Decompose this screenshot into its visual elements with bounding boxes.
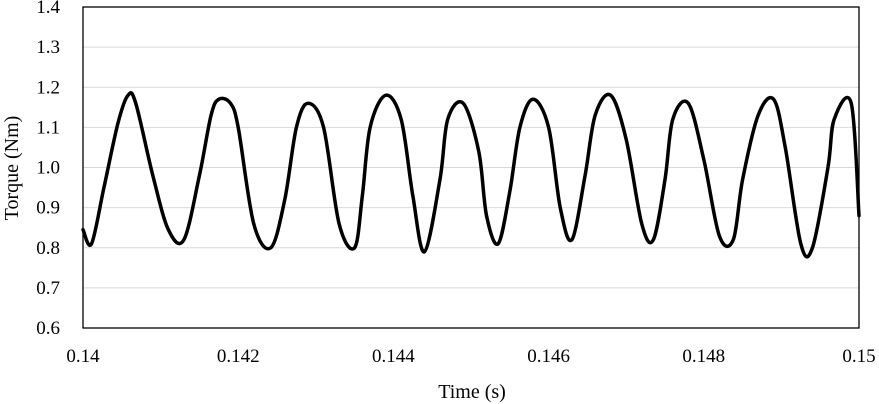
y-tick-label: 1.3 [36,37,60,58]
y-tick-label: 0.9 [36,198,60,219]
y-tick-label: 0.7 [36,278,60,299]
y-axis-title: Torque (Nm) [1,116,23,221]
x-tick-label: 0.144 [372,346,415,367]
torque-series-line [81,91,861,259]
x-axis-tick-labels: 0.14 0.142 0.144 0.146 0.148 0.15 [66,346,875,367]
series-layer [81,91,861,259]
y-tick-label: 0.8 [36,238,60,259]
x-tick-label: 0.146 [527,346,570,367]
y-tick-label: 1.1 [36,117,60,138]
y-tick-label: 1.4 [36,0,60,18]
x-tick-label: 0.142 [217,346,260,367]
x-axis-title: Time (s) [438,381,506,403]
y-tick-label: 1.0 [36,158,60,179]
x-tick-label: 0.14 [66,346,100,367]
x-tick-label: 0.148 [682,346,725,367]
plot-area-frame [82,6,860,329]
y-tick-label: 0.6 [36,318,60,339]
x-tick-label: 0.15 [842,346,875,367]
y-tick-label: 1.2 [36,77,60,98]
y-axis-tick-labels: 0.6 0.7 0.8 0.9 1.0 1.1 1.2 1.3 1.4 [36,0,60,339]
